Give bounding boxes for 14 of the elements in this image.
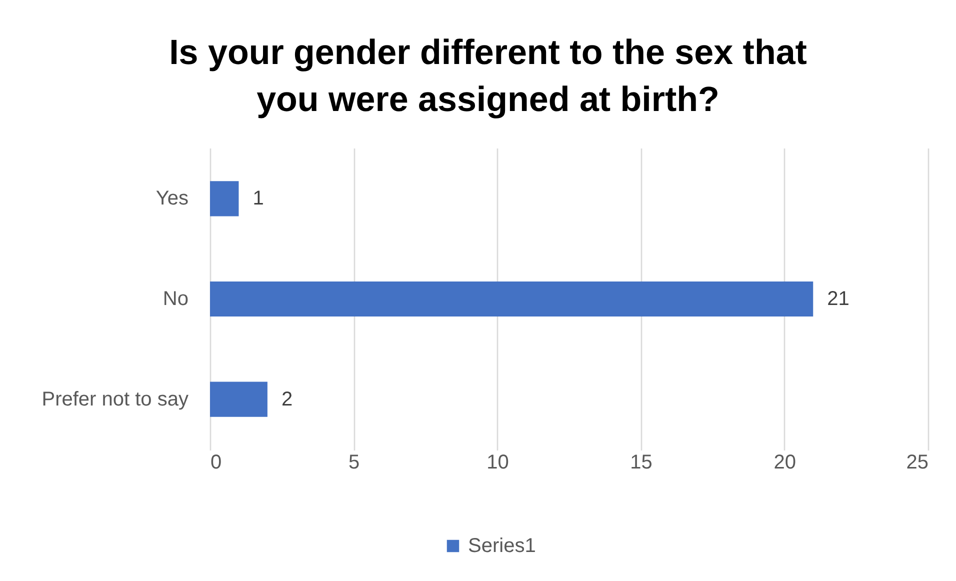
y-tick-label: Prefer not to say xyxy=(42,388,188,410)
y-tick-label: No xyxy=(162,288,188,310)
chart-title: Is your gender different to the sex that you were assigned at birth? xyxy=(169,33,808,119)
x-tick-label: 10 xyxy=(486,452,509,474)
x-tick-label: 20 xyxy=(774,452,796,474)
x-tick-label: 15 xyxy=(630,452,652,474)
legend-label: Series1 xyxy=(468,535,536,557)
data-label: 2 xyxy=(281,388,293,410)
data-label: 21 xyxy=(827,288,850,310)
x-tick-label: 0 xyxy=(210,452,222,474)
y-tick-label: Yes xyxy=(156,188,188,210)
data-label: 1 xyxy=(252,188,264,210)
x-tick-label: 5 xyxy=(348,452,360,474)
x-tick-label: 25 xyxy=(906,452,928,474)
